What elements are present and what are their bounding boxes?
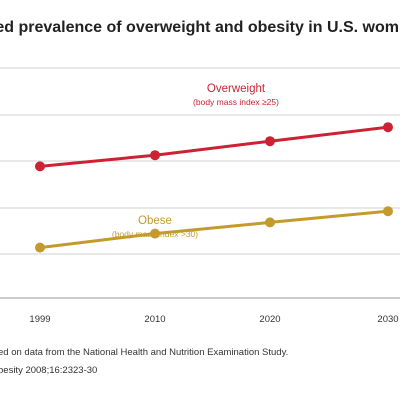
series-labels: Overweight (body mass index ≥25) Obese (bod… xyxy=(112,83,279,239)
x-tick-label: 2010 xyxy=(144,314,165,325)
chart-title: ted prevalence of overweight and obesity… xyxy=(0,19,399,36)
series-label-obese: Obese xyxy=(138,215,172,227)
x-tick-label: 2030 xyxy=(377,314,398,325)
series-lines xyxy=(35,122,393,253)
data-point-obese xyxy=(35,242,45,253)
data-point-obese xyxy=(383,206,393,217)
source-note-line-2: besity 2008;16:2323-30 xyxy=(0,365,97,376)
data-point-overweight xyxy=(383,122,393,133)
gridlines xyxy=(0,67,400,299)
data-point-overweight xyxy=(35,161,45,172)
series-label-overweight: Overweight xyxy=(207,83,266,95)
series-annotation-obese: (body mass index >30) xyxy=(112,229,198,239)
data-point-obese xyxy=(150,228,160,239)
series-annotation-overweight: (body mass index ≥25) xyxy=(193,97,279,107)
source-note-line-1: ed on data from the National Health and … xyxy=(0,347,288,358)
data-point-overweight xyxy=(150,150,160,161)
series-line-overweight xyxy=(39,125,389,168)
x-tick-label: 2020 xyxy=(259,314,280,325)
data-point-overweight xyxy=(265,136,275,147)
x-axis: 1999 2010 2020 2030 xyxy=(29,314,398,325)
x-tick-label: 1999 xyxy=(29,314,50,325)
series-line-obese xyxy=(39,209,389,250)
data-point-obese xyxy=(265,217,275,228)
